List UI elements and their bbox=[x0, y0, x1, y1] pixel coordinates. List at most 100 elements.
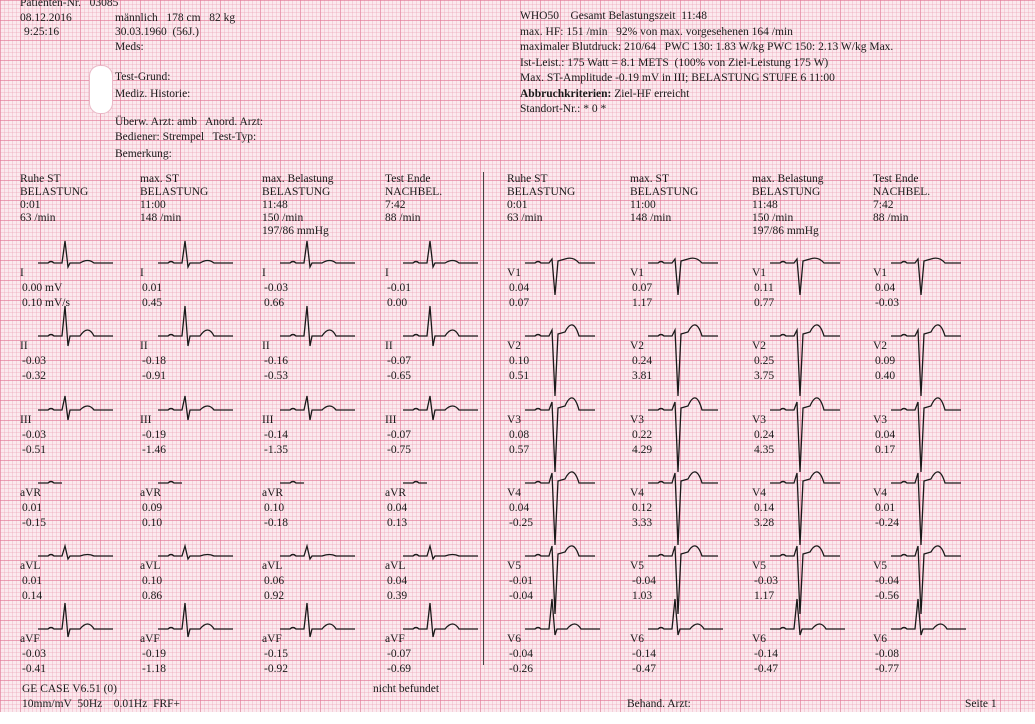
column-header-line: 197/86 mmHg bbox=[752, 225, 819, 237]
lead-V6-col-1: V6 -0.04 -0.26 bbox=[507, 598, 627, 682]
lead-II-col-4: II -0.07 -0.65 bbox=[385, 305, 505, 389]
ecg-trace bbox=[525, 598, 600, 636]
column-header-line: BELASTUNG bbox=[140, 186, 209, 198]
lead-label: V5 bbox=[873, 560, 888, 572]
lead-label: aVR bbox=[262, 487, 284, 499]
st-slope: -0.15 bbox=[22, 517, 46, 529]
st-level: 0.09 bbox=[142, 502, 163, 514]
ecg-waveform bbox=[770, 324, 840, 397]
ecg-trace bbox=[770, 324, 840, 397]
ecg-trace bbox=[525, 257, 595, 296]
lead-V3-col-4: V3 0.04 0.17 bbox=[873, 383, 993, 473]
ecg-waveform bbox=[403, 305, 478, 347]
lead-aVL-col-1: aVL 0.01 0.14 bbox=[20, 529, 140, 609]
abort-criteria: Abbruchkriterien: Ziel-HF erreicht bbox=[520, 87, 689, 101]
st-level: -0.19 bbox=[142, 429, 166, 441]
lead-label: aVL bbox=[140, 560, 161, 572]
column-header-line: 88 /min bbox=[385, 212, 421, 224]
lead-label: aVL bbox=[20, 560, 41, 572]
st-slope: 0.10 mV/s bbox=[22, 297, 70, 309]
ecg-trace bbox=[403, 602, 478, 638]
ecg-trace bbox=[891, 545, 961, 615]
lead-V3-col-3: V3 0.24 4.35 bbox=[752, 383, 872, 473]
st-slope: -0.47 bbox=[754, 663, 778, 675]
lead-aVL-col-3: aVL 0.06 0.92 bbox=[262, 529, 382, 609]
group-divider bbox=[483, 172, 484, 665]
ecg-trace bbox=[648, 471, 718, 546]
column-header-line: 0:01 bbox=[20, 199, 41, 211]
lead-III-col-3: III -0.14 -1.35 bbox=[262, 383, 382, 463]
patient-birthdate: 30.03.1960 (56J.) bbox=[115, 26, 200, 38]
lead-label: V6 bbox=[507, 633, 522, 645]
lead-label: aVF bbox=[140, 633, 160, 645]
report-status: nicht befundet bbox=[373, 683, 440, 695]
st-slope: -0.91 bbox=[142, 370, 166, 382]
ecg-trace bbox=[770, 471, 840, 546]
ecg-waveform bbox=[525, 545, 595, 615]
ecg-waveform bbox=[648, 471, 718, 546]
column-header-line: max. ST bbox=[630, 173, 669, 185]
lead-label: V6 bbox=[630, 633, 645, 645]
st-level: -0.07 bbox=[387, 429, 411, 441]
lead-label: II bbox=[385, 340, 393, 352]
column-header-line: 148 /min bbox=[630, 212, 672, 224]
ecg-waveform bbox=[891, 257, 961, 296]
st-level: 0.04 bbox=[509, 282, 530, 294]
st-level: 0.01 bbox=[875, 502, 896, 514]
st-slope: -0.56 bbox=[875, 590, 899, 602]
st-slope: 3.28 bbox=[754, 517, 775, 529]
lead-I-col-3: I -0.03 0.66 bbox=[262, 236, 382, 316]
lead-III-col-4: III -0.07 -0.75 bbox=[385, 383, 505, 463]
ecg-trace bbox=[158, 395, 233, 421]
st-level: -0.01 bbox=[509, 575, 533, 587]
st-slope: -0.25 bbox=[509, 517, 533, 529]
meds-label: Meds: bbox=[115, 41, 144, 53]
lead-I-col-2: I 0.01 0.45 bbox=[140, 236, 260, 316]
punch-hole bbox=[89, 65, 113, 114]
ecg-waveform bbox=[38, 240, 113, 270]
st-level: -0.04 bbox=[632, 575, 656, 587]
column-header-line: max. Belastung bbox=[262, 173, 334, 185]
lead-label: V3 bbox=[630, 414, 645, 426]
summary-line: WHO50 Gesamt Belastungszeit 11:48 bbox=[520, 10, 708, 22]
ecg-waveform bbox=[648, 598, 723, 636]
history-label: Mediz. Historie: bbox=[115, 88, 191, 100]
lead-III-col-2: III -0.19 -1.46 bbox=[140, 383, 260, 463]
st-level: -0.07 bbox=[387, 648, 411, 660]
st-level: -0.15 bbox=[264, 648, 288, 660]
column-header-line: BELASTUNG bbox=[507, 186, 576, 198]
st-slope: -0.18 bbox=[264, 517, 288, 529]
lead-label: V6 bbox=[873, 633, 888, 645]
lead-aVF-col-3: aVF -0.15 -0.92 bbox=[262, 602, 382, 682]
ecg-trace bbox=[280, 395, 355, 421]
st-slope: -0.51 bbox=[22, 444, 46, 456]
ecg-waveform bbox=[648, 545, 718, 615]
st-slope: 0.00 bbox=[387, 297, 408, 309]
ecg-waveform bbox=[648, 257, 718, 296]
st-level: 0.00 mV bbox=[22, 282, 63, 294]
st-level: -0.04 bbox=[509, 648, 533, 660]
lead-II-col-2: II -0.18 -0.91 bbox=[140, 305, 260, 389]
ecg-waveform bbox=[770, 598, 845, 636]
ecg-waveform bbox=[158, 305, 233, 347]
st-level: -0.18 bbox=[142, 355, 166, 367]
exam-time: 9:25:16 bbox=[24, 26, 60, 38]
column-header: max. Belastung BELASTUNG 11:48 150 /min 197/… bbox=[752, 173, 872, 238]
st-level: 0.10 bbox=[264, 502, 285, 514]
lead-V6-col-2: V6 -0.14 -0.47 bbox=[630, 598, 750, 682]
ecg-waveform bbox=[770, 257, 840, 296]
column-header-line: NACHBEL. bbox=[385, 186, 443, 198]
ecg-trace bbox=[158, 240, 233, 270]
st-level: 0.24 bbox=[754, 429, 775, 441]
column-header-line: BELASTUNG bbox=[752, 186, 821, 198]
lead-label: II bbox=[20, 340, 28, 352]
lead-aVR-col-1: aVR 0.01 -0.15 bbox=[20, 456, 140, 536]
ecg-waveform bbox=[770, 471, 840, 546]
st-slope: 4.29 bbox=[632, 444, 653, 456]
ecg-waveform bbox=[403, 602, 478, 638]
lead-I-col-1: I 0.00 mV 0.10 mV/s bbox=[20, 236, 140, 316]
lead-V4-col-3: V4 0.14 3.28 bbox=[752, 456, 872, 546]
ecg-waveform bbox=[38, 395, 113, 421]
lead-label: V4 bbox=[630, 487, 645, 499]
lead-label: V2 bbox=[752, 340, 767, 352]
